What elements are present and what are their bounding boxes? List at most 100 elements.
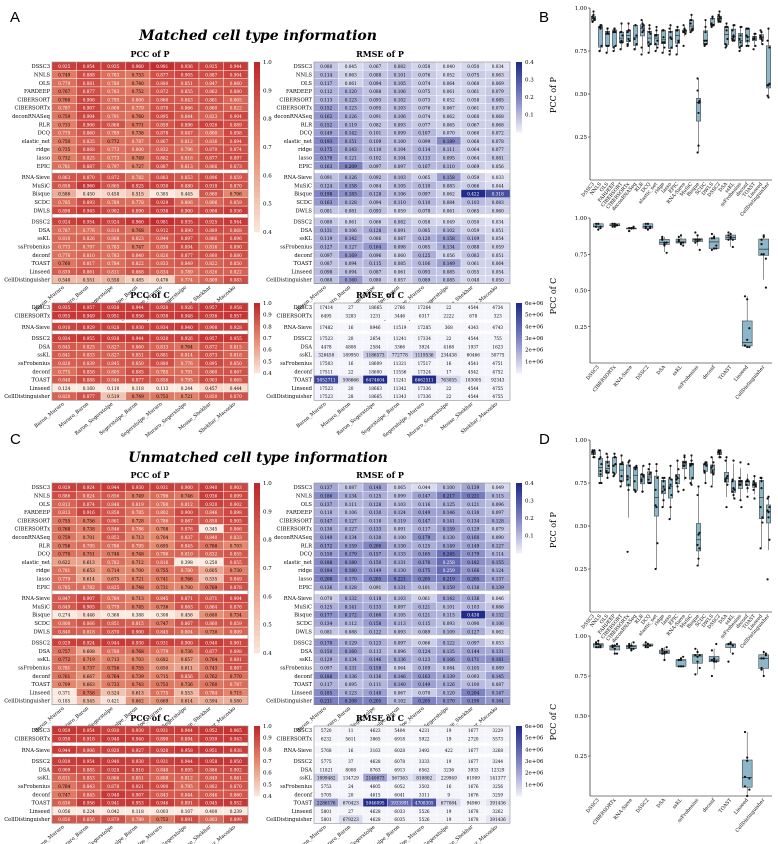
cell-value: 0.858 xyxy=(107,510,119,515)
data-point xyxy=(731,652,734,655)
cell-value: 0.076 xyxy=(418,106,430,111)
data-point xyxy=(648,462,651,466)
cell-value: 0.061 xyxy=(467,106,479,111)
cell-value: 0.445 xyxy=(181,192,193,197)
colorbar-tick: 3e+06 xyxy=(525,759,544,765)
cell-value: 0.709 xyxy=(58,682,70,687)
cell-value: 0.808 xyxy=(107,106,119,111)
cell-value: 16 xyxy=(446,784,452,789)
colorbar-step xyxy=(516,499,522,502)
cell-value: 0.853 xyxy=(181,175,193,180)
cell-value: 0.120 xyxy=(443,690,455,695)
data-point xyxy=(696,151,699,154)
cell-value: 0.951 xyxy=(205,748,217,753)
data-point xyxy=(640,46,643,49)
row-label: DCQ xyxy=(38,552,50,558)
cell-value: 4708305 xyxy=(415,801,434,806)
cell-value: 19 xyxy=(446,737,452,742)
row-label: CIBERSORT xyxy=(279,518,312,524)
data-point xyxy=(691,476,694,479)
data-point xyxy=(648,644,652,647)
cell-value: 4808 xyxy=(345,344,356,349)
data-point xyxy=(762,253,765,256)
data-point xyxy=(656,476,659,479)
data-point xyxy=(753,475,756,478)
data-point xyxy=(675,53,678,56)
cell-value: 0.103 xyxy=(394,106,406,111)
cell-value: 0.787 xyxy=(58,228,70,233)
cell-value: 0.818 xyxy=(230,353,242,358)
colorbar-tick: 0.5 xyxy=(263,623,272,629)
cell-value: 0.900 xyxy=(132,629,144,634)
colorbar-step xyxy=(516,485,522,488)
cell-value: 4628 xyxy=(370,809,381,814)
cell-value: 0.887 xyxy=(83,164,95,169)
cell-value: 0.059 xyxy=(467,175,479,180)
colorbar-tick: 0.8 xyxy=(263,117,272,123)
colorbar-step xyxy=(254,310,260,313)
colorbar-step xyxy=(516,763,522,766)
x-tick-label: Linseed xyxy=(733,797,750,815)
cell-value: 0.808 xyxy=(156,776,168,781)
colorbar-step xyxy=(516,733,522,736)
cell-value: 0.860 xyxy=(205,369,217,374)
cell-value: 0.064 xyxy=(467,147,479,152)
cell-value: 0.812 xyxy=(181,139,193,144)
data-point xyxy=(759,34,762,37)
heatmap-a-pcc-p: DSSC3 0.925 0.954 0.935 0.960 0.981 0.936 0.925… xyxy=(4,61,249,323)
cell-value: 0.954 xyxy=(83,728,95,733)
colorbar-step xyxy=(254,619,260,625)
cell-value: 0.124 xyxy=(58,386,70,391)
data-point xyxy=(632,647,635,650)
colorbar-tick: 0.7 xyxy=(263,336,272,342)
data-point xyxy=(759,547,762,550)
cell-value: 0.753 xyxy=(132,73,144,78)
cell-value: 0.033 xyxy=(492,175,504,180)
data-point xyxy=(669,483,672,486)
cell-value: 0.858 xyxy=(58,183,70,188)
cell-value: 0.791 xyxy=(181,369,193,374)
cell-value: 0.070 xyxy=(492,106,504,111)
row-label: deconf xyxy=(32,792,51,798)
cell-value: 0.910 xyxy=(205,183,217,188)
data-point xyxy=(712,235,716,238)
row-label: deconf xyxy=(32,253,51,259)
colorbar-step xyxy=(516,64,522,67)
row-label: TOAST xyxy=(32,682,51,688)
data-point xyxy=(710,649,714,652)
colorbar-tick: 0.8 xyxy=(263,324,272,330)
data-point xyxy=(731,245,734,249)
data-point xyxy=(644,644,647,647)
data-point xyxy=(654,43,657,46)
cell-value: 0.061 xyxy=(394,269,406,274)
cell-value: 0.345 xyxy=(205,527,217,532)
data-point xyxy=(739,461,742,464)
row-label: DSSC3 xyxy=(294,305,312,311)
colorbar-step xyxy=(516,504,522,507)
data-point xyxy=(640,18,643,22)
cell-value: 0.918 xyxy=(83,737,95,742)
cell-value: 0.179 xyxy=(418,535,430,540)
data-point xyxy=(606,461,609,464)
cell-value: 17 xyxy=(446,369,452,374)
cell-value: 0.128 xyxy=(492,518,504,523)
cell-value: 0.904 xyxy=(83,114,95,119)
data-point xyxy=(718,450,721,454)
colorbar-tick: 0.9 xyxy=(263,736,272,742)
colorbar-step xyxy=(516,730,522,734)
data-point xyxy=(759,505,762,509)
cell-value: 0.860 xyxy=(132,344,144,349)
cell-value: 0.663 xyxy=(83,682,95,687)
row-label: Linseed xyxy=(291,809,312,815)
y-tick-label: 0.50 xyxy=(575,289,588,295)
panel-letter-c: C xyxy=(10,431,21,448)
row-label: DSA xyxy=(39,344,51,350)
colorbar-tick: 1e+06 xyxy=(525,782,544,788)
cell-value: 0.823 xyxy=(205,114,217,119)
data-point xyxy=(747,462,750,466)
cell-value: 0.088 xyxy=(320,278,332,283)
row-label: RNA-Sieve xyxy=(22,325,50,331)
data-point xyxy=(697,485,700,488)
data-point xyxy=(710,232,714,236)
row-label: deconf xyxy=(294,792,313,798)
